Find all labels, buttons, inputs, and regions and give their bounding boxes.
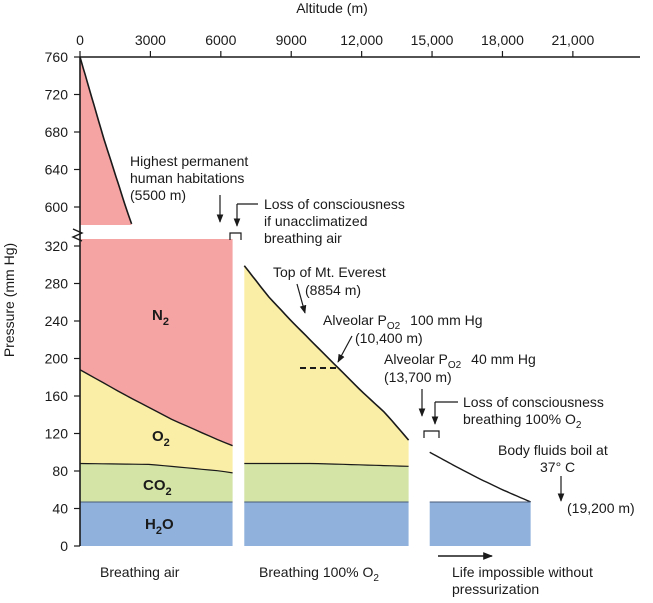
- y-tick-label-upper-1: 720: [45, 87, 69, 103]
- x-tick-label-6: 18,000: [481, 32, 524, 48]
- alveolar-40-annotation: Alveolar PO2 40 mm Hg (13,700 m): [384, 351, 536, 417]
- loc-air-annotation: Loss of consciousness if unacclimatized …: [229, 196, 405, 246]
- y-tick-label-lower-7: 40: [52, 501, 68, 517]
- o2-boundary-air-line: [79, 369, 233, 447]
- habitation-line-1: Highest permanent: [130, 153, 248, 169]
- co2-boundary-air-line: [79, 462, 233, 474]
- loc-o2-line-1: Loss of consciousness: [463, 394, 604, 410]
- loc-air-line-3: breathing air: [264, 230, 342, 246]
- boil-line-1: Body fluids boil at: [498, 442, 608, 458]
- y-tick-label-lower-6: 80: [52, 463, 68, 479]
- alveolar-100-line-2: (10,400 m): [355, 330, 423, 346]
- x-tick-label-3: 9000: [276, 32, 307, 48]
- alveolar-40-line-1: Alveolar PO2 40 mm Hg: [384, 351, 536, 371]
- h2o-area-air: [80, 501, 233, 546]
- x-tick-label-0: 0: [76, 32, 84, 48]
- loc-o2-line-2: breathing 100% O2: [463, 411, 582, 431]
- y-tick-label-upper-3: 640: [45, 162, 69, 178]
- y-tick-label-lower-5: 120: [45, 426, 69, 442]
- alveolar-100-arrow: [337, 335, 353, 363]
- y-tick-label-lower-3: 200: [45, 351, 69, 367]
- x-tick-label-2: 6000: [205, 32, 236, 48]
- y-tick-label-upper-2: 680: [45, 124, 69, 140]
- loc-o2-annotation: Loss of consciousness breathing 100% O2: [423, 394, 604, 438]
- region-breathing-o2: Breathing 100% O2: [259, 564, 379, 584]
- region-pressurization-line-2: pressurization: [452, 581, 539, 597]
- total-pressure-air-line: [79, 56, 133, 225]
- habitation-annotation: Highest permanent human habitations (550…: [130, 153, 248, 223]
- loc-o2-bracket: [423, 430, 440, 438]
- x-tick-label-1: 3000: [135, 32, 166, 48]
- h2o-area-unpressurized: [429, 501, 531, 546]
- n2-area-air-upper: [80, 57, 132, 225]
- alveolar-100-annotation: Alveolar PO2 100 mm Hg (10,400 m): [300, 312, 483, 369]
- everest-line-1: Top of Mt. Everest: [273, 264, 386, 280]
- everest-arrow: [296, 283, 307, 314]
- n2-label: N2: [152, 307, 169, 328]
- n2-area-air: [80, 239, 233, 446]
- gas-areas: [80, 57, 531, 546]
- region-pressurization-line-1: Life impossible without: [452, 564, 593, 580]
- boil-altitude: (19,200 m): [567, 500, 635, 516]
- y-tick-label-upper-4: 600: [45, 199, 69, 215]
- x-tick-label-7: 21,000: [551, 32, 594, 48]
- co2-label: CO2: [143, 477, 172, 498]
- co2-boundary-o2-line: [244, 462, 409, 467]
- habitation-line-2: human habitations: [130, 170, 244, 186]
- alveolar-40-line-2: (13,700 m): [384, 369, 452, 385]
- h2o-area-o2: [244, 501, 409, 546]
- y-tick-label-lower-8: 0: [60, 538, 68, 554]
- alveolar-100-line-1: Alveolar PO2 100 mm Hg: [323, 312, 483, 332]
- y-tick-label-lower-1: 280: [45, 276, 69, 292]
- boil-line-2: 37° C: [540, 459, 575, 475]
- y-axis-ticks: 760 720 680 640 600 320 280 240 200 160 120 80 40 0: [45, 49, 80, 554]
- o2-area-air: [80, 369, 233, 473]
- x-axis-ticks: 0 3000 6000 9000 12,000 15,000 18,000 21,000: [76, 32, 594, 57]
- total-pressure-unpressurized-line: [429, 451, 531, 503]
- y-tick-label-upper-0: 760: [45, 49, 69, 65]
- boil-annotation: Body fluids boil at 37° C (19,200 m): [498, 442, 635, 516]
- x-tick-label-5: 15,000: [411, 32, 454, 48]
- everest-annotation: Top of Mt. Everest (8854 m): [273, 264, 386, 314]
- habitation-line-3: (5500 m): [130, 187, 186, 203]
- o2-label: O2: [152, 428, 170, 449]
- y-axis-break: [71, 228, 84, 242]
- everest-line-2: (8854 m): [305, 282, 361, 298]
- y-tick-label-lower-0: 320: [45, 238, 69, 254]
- loc-air-bracket: [229, 232, 242, 240]
- region-breathing-air: Breathing air: [100, 564, 180, 580]
- h2o-label: H2O: [145, 516, 174, 537]
- x-axis-title: Altitude (m): [296, 0, 368, 16]
- co2-area-air: [80, 463, 233, 502]
- boundary-lines: [79, 56, 531, 503]
- co2-area-o2: [244, 463, 409, 502]
- loc-air-line-1: Loss of consciousness: [264, 196, 405, 212]
- total-pressure-o2-line: [243, 265, 410, 441]
- loc-air-line-2: if unacclimatized: [264, 213, 368, 229]
- x-tick-label-4: 12,000: [340, 32, 383, 48]
- y-tick-label-lower-2: 240: [45, 313, 69, 329]
- o2-area-o2: [244, 265, 409, 467]
- y-tick-label-lower-4: 160: [45, 388, 69, 404]
- y-axis-title: Pressure (mm Hg): [1, 243, 17, 357]
